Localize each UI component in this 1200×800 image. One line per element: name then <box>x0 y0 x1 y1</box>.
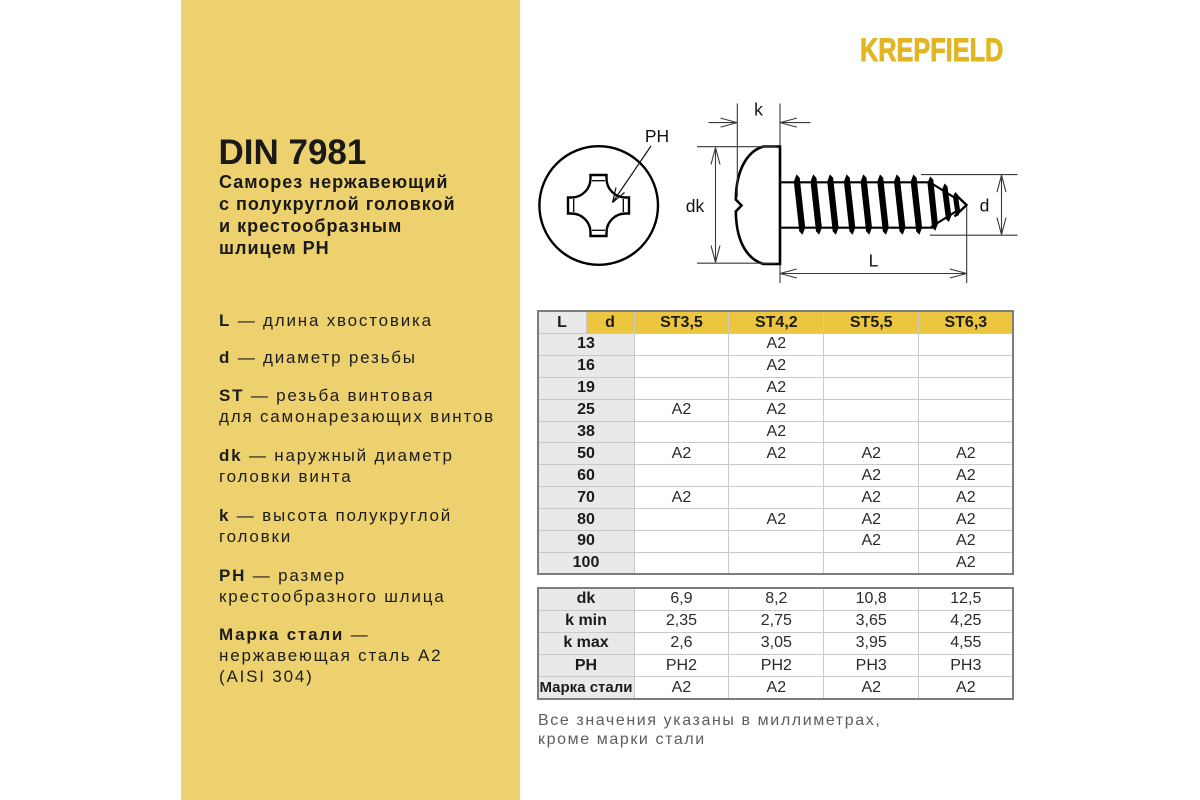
svg-text:k: k <box>754 100 763 120</box>
svg-text:L: L <box>869 251 879 271</box>
svg-text:dk: dk <box>686 196 705 216</box>
svg-text:PH: PH <box>645 126 669 146</box>
svg-text:d: d <box>980 196 990 216</box>
